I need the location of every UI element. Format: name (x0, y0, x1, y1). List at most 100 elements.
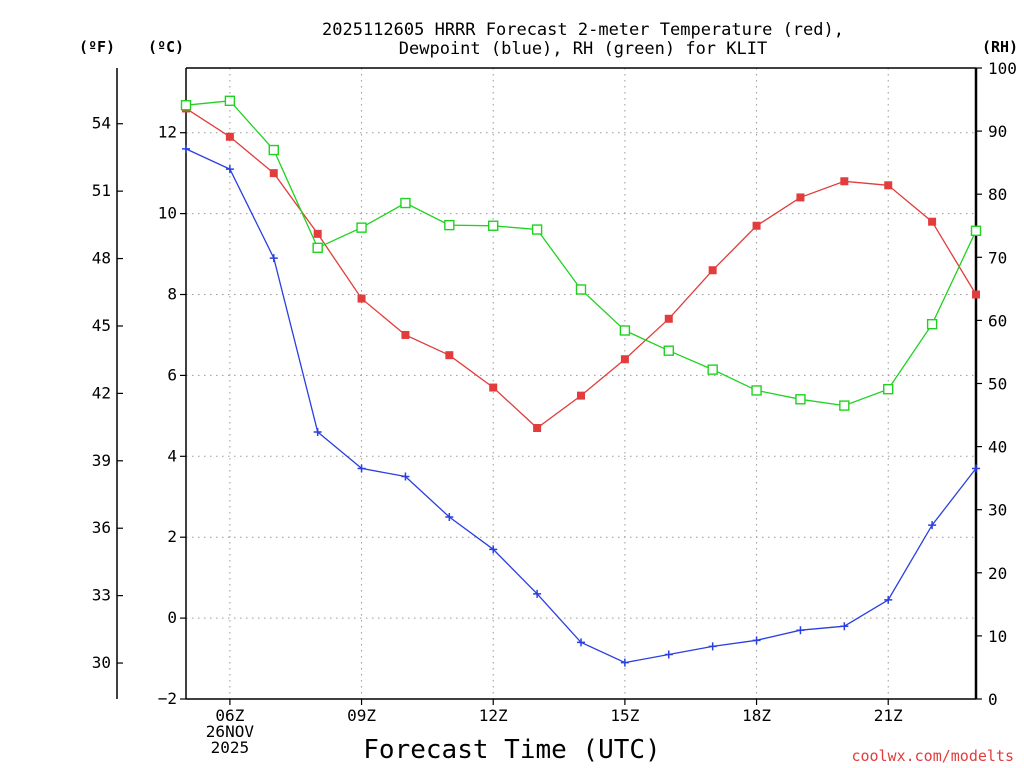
x-tick-label: 06Z (215, 706, 244, 725)
rh-line (185, 100, 977, 407)
rh-tick-label: 20 (988, 564, 1007, 583)
grid-lines (186, 68, 976, 699)
fahrenheit-tick-label: 51 (92, 181, 111, 200)
fahrenheit-tick-label: 48 (92, 249, 111, 268)
dewpoint-point (357, 464, 366, 473)
dewpoint-point (577, 638, 585, 647)
fahrenheit-tick-label: 45 (92, 316, 111, 335)
chart-title-line1: 2025112605 HRRR Forecast 2-meter Tempera… (322, 20, 844, 40)
rh-tick-label: 80 (988, 185, 1007, 204)
2-meter-temperature-point (489, 383, 498, 392)
rh-axis-unit: (RH) (982, 38, 1018, 56)
celsius-tick-label: 10 (158, 204, 177, 223)
2-meter-temperature-point (269, 169, 278, 178)
dewpoint-point (752, 636, 761, 645)
rh-point (312, 242, 323, 254)
dewpoint-point (884, 595, 893, 604)
x-tick-label: 26NOV (206, 722, 255, 741)
x-tick-label: 2025 (211, 738, 250, 757)
rh-tick-label: 90 (988, 122, 1007, 141)
fahrenheit-tick-label: 42 (92, 383, 111, 402)
rh-point (970, 225, 982, 236)
fahrenheit-axis-unit: (ºF) (79, 38, 115, 56)
dewpoint-point (928, 521, 937, 530)
x-tick-label: 21Z (874, 706, 903, 725)
rh-point (531, 224, 543, 235)
rh-series (180, 95, 982, 411)
rh-point (268, 144, 279, 156)
celsius-tick-label: 2 (167, 527, 177, 546)
2-meter-temperature-point (928, 217, 937, 226)
dewpoint-point (401, 472, 410, 481)
x-tick-label: 09Z (347, 706, 376, 725)
2-meter-temperature-point (708, 266, 717, 275)
dewpoint-point (664, 650, 673, 659)
2-meter-temperature-point (533, 423, 542, 432)
rh-point (707, 364, 718, 375)
data-series (180, 95, 982, 667)
dewpoint-point (445, 512, 454, 521)
axis-ticks: −2 0 2 4 6 8 10 12 30 33 36 39 42 45 48 51 54 0 10 20 30 40 50… (92, 59, 1017, 757)
celsius-tick-label: 6 (167, 365, 177, 384)
dewpoint-series (182, 144, 980, 667)
rh-point (444, 219, 455, 231)
2-meter-temperature-point (972, 290, 980, 299)
rh-point (224, 95, 236, 107)
dewpoint-point (225, 165, 234, 174)
axes (116, 67, 978, 700)
rh-point (839, 400, 850, 411)
rh-point (619, 325, 631, 336)
fahrenheit-tick-label: 54 (92, 114, 111, 133)
rh-point (575, 284, 587, 295)
dewpoint-point (796, 626, 805, 635)
2-meter-temperature-point (445, 351, 454, 360)
2-meter-temperature-point (620, 355, 629, 364)
rh-point (356, 222, 367, 233)
credit-text: coolwx.com/modelts (851, 747, 1014, 765)
2-meter-temperature-point (401, 330, 410, 339)
celsius-tick-label: 8 (167, 285, 177, 304)
rh-point (180, 100, 192, 111)
rh-point (795, 394, 806, 405)
rh-tick-label: 30 (988, 501, 1007, 520)
2-meter-temperature-point (884, 181, 893, 190)
fahrenheit-tick-label: 33 (92, 586, 111, 605)
fahrenheit-tick-label: 39 (92, 451, 111, 470)
dewpoint-point (620, 658, 629, 667)
dewpoint-point (313, 428, 322, 437)
rh-tick-label: 10 (988, 627, 1007, 646)
2-meter-temperature-point (225, 132, 234, 141)
dewpoint-point (972, 464, 980, 473)
rh-point (751, 385, 762, 396)
dewpoint-line (185, 148, 977, 664)
x-axis-title: Forecast Time (UTC) (363, 735, 660, 765)
celsius-tick-label: 12 (158, 123, 177, 142)
dewpoint-point (533, 589, 542, 598)
celsius-tick-label: 4 (167, 446, 177, 465)
chart-title-line2: Dewpoint (blue), RH (green) for KLIT (399, 39, 767, 59)
rh-point (926, 318, 938, 330)
rh-point (400, 197, 411, 209)
x-tick-label: 15Z (610, 706, 639, 725)
2-meter-temperature-point (664, 314, 673, 323)
x-tick-label: 12Z (479, 706, 508, 725)
dewpoint-point (840, 622, 849, 631)
rh-tick-label: 60 (988, 311, 1007, 330)
dewpoint-point (708, 642, 717, 651)
rh-tick-label: 0 (988, 690, 998, 709)
2-meter-temperature-point (577, 391, 585, 400)
celsius-tick-label: −2 (158, 689, 177, 708)
2-meter-temperature-series (182, 104, 980, 432)
rh-tick-label: 40 (988, 438, 1007, 457)
rh-point (883, 383, 894, 395)
dewpoint-point (269, 254, 278, 263)
celsius-axis-unit: (ºC) (148, 38, 184, 56)
2-meter-temperature-point (840, 177, 849, 186)
rh-tick-label: 100 (988, 59, 1017, 78)
dewpoint-point (182, 144, 190, 153)
fahrenheit-tick-label: 30 (92, 653, 111, 672)
dewpoint-point (489, 545, 498, 554)
2-meter-temperature-point (357, 294, 366, 303)
2-meter-temperature-point (313, 229, 322, 238)
